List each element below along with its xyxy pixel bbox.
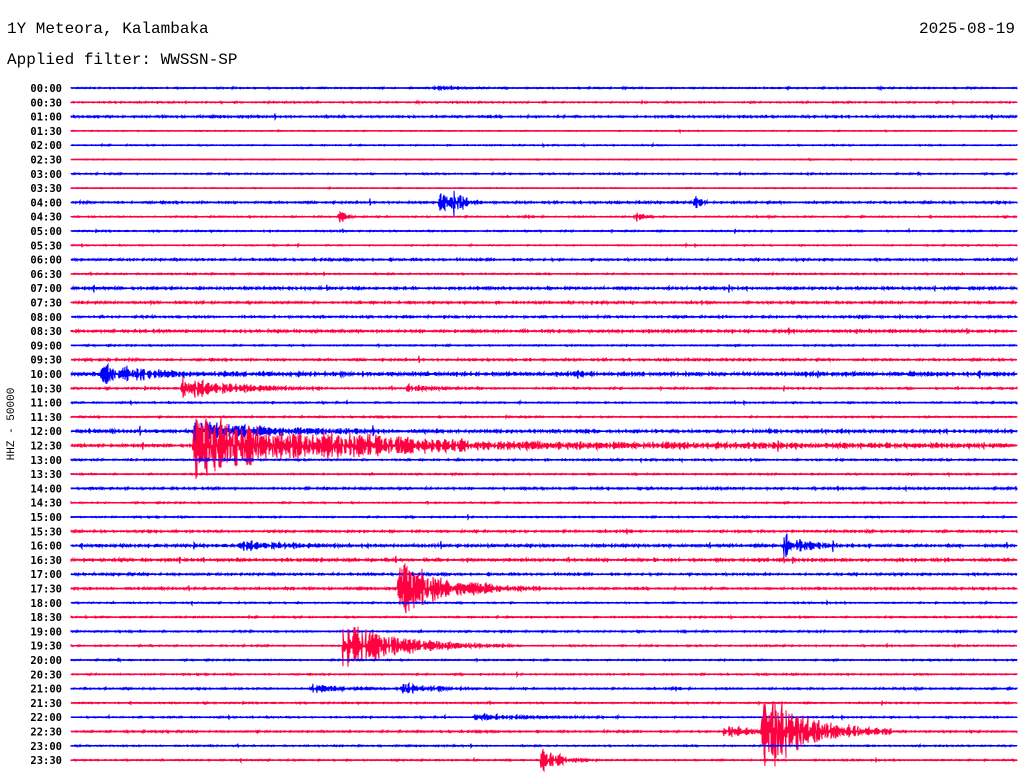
trace-row-0400 [70,190,1018,218]
row-time-label: 18:30 [30,612,62,624]
row-time-label: 01:30 [30,126,62,138]
row-time-label: 04:00 [30,197,62,209]
row-time-label: 07:30 [30,298,62,310]
row-time-label: 11:00 [30,398,62,410]
row-time-label: 15:30 [30,526,62,538]
row-time-label: 16:00 [30,541,62,553]
row-time-label: 09:00 [30,340,62,352]
row-time-label: 12:30 [30,441,62,453]
row-time-label: 10:00 [30,369,62,381]
row-time-label: 14:00 [30,483,62,495]
row-time-label: 22:30 [30,727,62,739]
row-time-label: 00:00 [30,83,62,95]
station-title: 1Y Meteora, Kalambaka [7,20,209,38]
row-time-label: 22:00 [30,712,62,724]
trace-row-1030 [70,376,1018,398]
row-time-label: 01:00 [30,112,62,124]
row-time-label: 08:00 [30,312,62,324]
row-time-label: 15:00 [30,512,62,524]
row-time-label: 14:30 [30,498,62,510]
row-time-label: 10:30 [30,383,62,395]
row-time-label: 13:30 [30,469,62,481]
row-time-label: 11:30 [30,412,62,424]
row-time-label: 17:00 [30,569,62,581]
row-time-label: 09:30 [30,355,62,367]
row-time-label: 21:30 [30,698,62,710]
row-time-label: 03:30 [30,183,62,195]
row-time-label: 02:30 [30,155,62,167]
row-time-label: 06:30 [30,269,62,281]
row-time-label: 08:30 [30,326,62,338]
date-label: 2025-08-19 [918,20,1015,38]
row-time-label: 02:00 [30,140,62,152]
row-time-label: 13:00 [30,455,62,467]
row-time-label: 17:30 [30,584,62,596]
row-time-label: 05:30 [30,240,62,252]
row-time-label: 05:00 [30,226,62,238]
row-time-label: 20:00 [30,655,62,667]
row-time-label: 04:30 [30,212,62,224]
row-time-label: 21:00 [30,684,62,696]
row-time-label: 00:30 [30,97,62,109]
row-time-label: 18:00 [30,598,62,610]
row-time-label: 16:30 [30,555,62,567]
row-time-label: 19:30 [30,641,62,653]
row-time-label: 20:30 [30,669,62,681]
row-time-label: 03:00 [30,169,62,181]
filter-label: Applied filter: WWSSN-SP [7,51,238,69]
row-time-label: 23:00 [30,741,62,753]
row-time-label: 07:00 [30,283,62,295]
row-time-label: 06:00 [30,255,62,267]
row-time-label: 12:00 [30,426,62,438]
row-time-label: 19:00 [30,626,62,638]
row-time-label: 23:30 [30,755,62,767]
